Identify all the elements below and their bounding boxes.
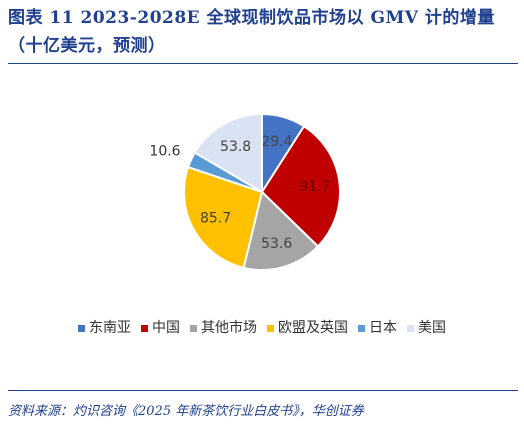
data-label-0: 29.4 <box>261 134 292 150</box>
legend-label-1: 中国 <box>152 320 180 336</box>
legend-item-5: 美国 <box>407 317 446 337</box>
legend-item-3: 欧盟及英国 <box>267 317 348 337</box>
chart-legend: 东南亚 中国 其他市场 欧盟及英国 日本 美国 <box>0 317 524 337</box>
data-label-3: 85.7 <box>200 211 231 227</box>
data-label-5: 53.8 <box>220 139 251 155</box>
legend-label-2: 其他市场 <box>201 320 257 336</box>
source-divider <box>8 390 518 391</box>
source-note: 资料来源：灼识咨询《2025 年新茶饮行业白皮书》，华创证券 <box>8 404 364 419</box>
data-label-2: 53.6 <box>261 236 292 252</box>
legend-label-4: 日本 <box>369 320 397 336</box>
legend-swatch-1 <box>141 324 148 332</box>
legend-swatch-3 <box>267 324 274 332</box>
legend-item-0: 东南亚 <box>78 317 131 337</box>
legend-item-1: 中国 <box>141 317 180 337</box>
legend-label-5: 美国 <box>418 320 446 336</box>
pie-slice-5 <box>193 112 263 194</box>
pie-chart: 29.4 91.7 53.6 85.7 10.6 53.8 <box>149 112 341 271</box>
data-label-4: 10.6 <box>149 144 180 160</box>
data-label-1: 91.7 <box>299 179 330 195</box>
legend-label-3: 欧盟及英国 <box>278 320 348 336</box>
legend-item-4: 日本 <box>358 317 397 337</box>
pie-slice-3 <box>183 165 264 270</box>
legend-swatch-4 <box>358 324 365 332</box>
legend-swatch-2 <box>190 324 197 332</box>
legend-item-2: 其他市场 <box>190 317 257 337</box>
chart-title: 图表 11 2023-2028E 全球现制饮品市场以 GMV 计的增量（十亿美元… <box>8 8 495 56</box>
legend-swatch-0 <box>78 324 85 332</box>
pie-slice-2 <box>242 190 320 271</box>
title-divider <box>8 63 518 64</box>
legend-label-0: 东南亚 <box>89 320 131 336</box>
pie-slice-1 <box>260 124 341 248</box>
legend-swatch-5 <box>407 324 414 332</box>
